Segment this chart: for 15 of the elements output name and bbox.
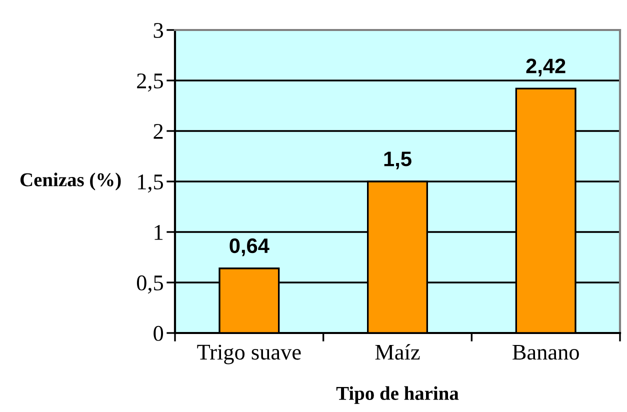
- y-tick-label: 3: [154, 22, 164, 38]
- x-tick-label: Trigo suave: [197, 344, 301, 364]
- y-tick-label: 2,5: [137, 73, 164, 92]
- x-tick-label: Banano: [512, 344, 579, 360]
- y-tick-label: 0,5: [136, 275, 164, 294]
- x-axis-title: Tipo de harina: [336, 386, 459, 404]
- data-label: 2,42: [526, 58, 566, 76]
- x-tick-label: Maíz: [375, 344, 420, 360]
- y-axis-title: Cenizas (%): [20, 172, 121, 190]
- y-tick-label: 2: [154, 124, 163, 139]
- y-tick-label: 0: [154, 326, 164, 341]
- y-tick-label: 1,5: [138, 174, 164, 193]
- data-label: 0,64: [230, 238, 270, 256]
- y-tick-label: 1: [154, 225, 163, 240]
- data-label: 1,5: [384, 152, 412, 170]
